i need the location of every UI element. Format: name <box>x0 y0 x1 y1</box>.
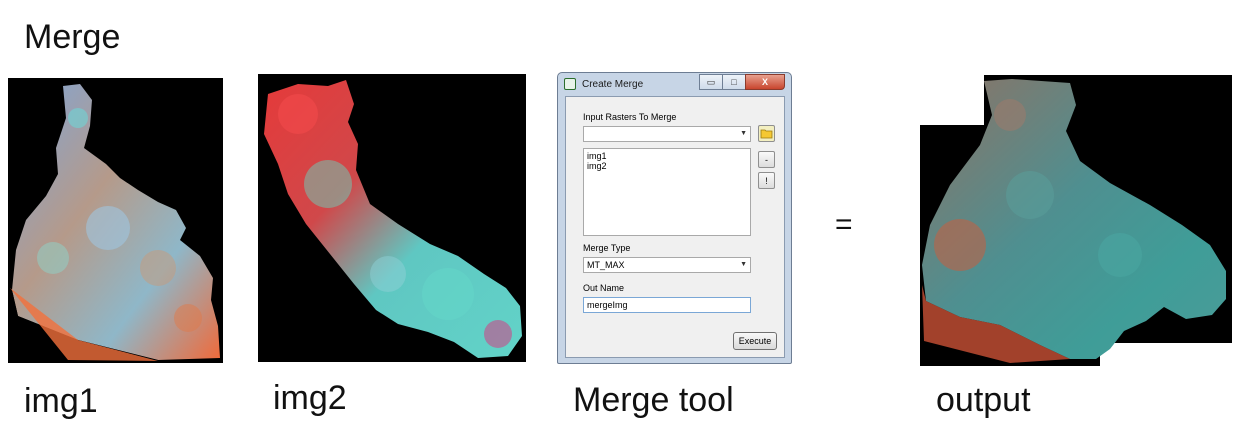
dialog-body: Input Rasters To Merge ▼ img1 img2 - ! M… <box>565 96 785 358</box>
img2-raster <box>258 74 526 362</box>
out-name-field[interactable]: mergeImg <box>583 297 751 313</box>
img2-caption: img2 <box>273 379 347 417</box>
merge-type-value: MT_MAX <box>587 260 625 270</box>
execute-button[interactable]: Execute <box>733 332 777 350</box>
minimize-button[interactable]: ▭ <box>699 74 723 90</box>
folder-icon <box>760 129 773 139</box>
app-icon <box>564 78 576 90</box>
list-item[interactable]: img1 <box>587 151 607 161</box>
dialog-title: Create Merge <box>582 78 644 90</box>
input-rasters-combo[interactable]: ▼ <box>583 126 751 142</box>
merge-tool-caption: Merge tool <box>573 381 734 419</box>
window-controls: ▭ □ X <box>699 74 785 90</box>
input-rasters-list[interactable]: img1 img2 <box>583 148 751 236</box>
create-merge-dialog: Create Merge ▭ □ X Input Rasters To Merg… <box>557 72 792 364</box>
list-item[interactable]: img2 <box>587 161 607 171</box>
dropdown-arrow-icon: ▼ <box>740 130 747 137</box>
maximize-button[interactable]: □ <box>722 74 746 90</box>
output-caption: output <box>936 381 1031 419</box>
slide-title: Merge <box>24 18 121 56</box>
equals-sign: = <box>835 208 853 241</box>
input-rasters-label: Input Rasters To Merge <box>583 112 677 122</box>
merge-type-select[interactable]: MT_MAX ▼ <box>583 257 751 273</box>
output-raster <box>920 75 1232 366</box>
img1-raster <box>8 78 223 363</box>
out-name-label: Out Name <box>583 283 625 293</box>
open-folder-button[interactable] <box>758 125 775 142</box>
clear-list-button[interactable]: ! <box>758 172 775 189</box>
remove-raster-button[interactable]: - <box>758 151 775 168</box>
dropdown-arrow-icon: ▼ <box>740 261 747 268</box>
img1-caption: img1 <box>24 382 98 420</box>
close-button[interactable]: X <box>745 74 785 90</box>
merge-type-label: Merge Type <box>583 243 631 253</box>
dialog-titlebar[interactable]: Create Merge ▭ □ X <box>558 73 791 95</box>
